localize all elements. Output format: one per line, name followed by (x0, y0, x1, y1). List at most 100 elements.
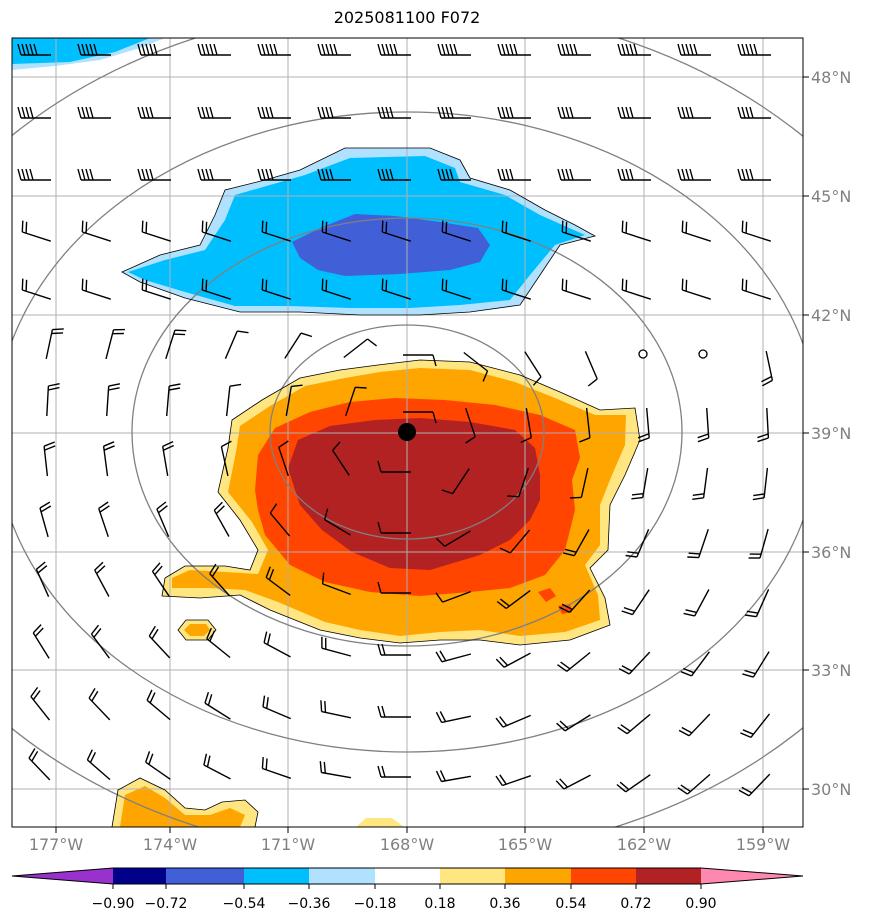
wind-barb-segment (321, 572, 325, 584)
wind-barb (441, 468, 470, 495)
wind-barb-segment (169, 383, 181, 387)
wind-barb-segment (163, 444, 174, 451)
wind-barb-segment (497, 106, 502, 119)
wind-barb-segment (503, 652, 531, 668)
wind-barb-segment (377, 643, 382, 656)
wind-barb-segment (565, 168, 570, 181)
wind-barb (137, 43, 171, 56)
wind-barb-segment (145, 168, 150, 181)
wind-barb-segment (680, 784, 691, 792)
wind-barb-segment (685, 279, 688, 292)
wind-barb-segment (561, 220, 564, 233)
wind-barb-segment (48, 383, 60, 387)
wind-barb-segment (765, 350, 774, 381)
wind-barb (557, 106, 591, 119)
wind-barb (683, 589, 710, 617)
wind-barb-segment (585, 407, 591, 438)
wind-barb-segment (207, 694, 213, 706)
wind-barb (381, 220, 412, 242)
wind-barb-segment (321, 278, 324, 291)
wind-barb-segment (432, 411, 437, 424)
wind-barb (141, 220, 172, 242)
wind-barb-segment (205, 106, 210, 119)
wind-barb (692, 467, 709, 500)
wind-barb (441, 220, 472, 242)
wind-barb-segment (501, 220, 504, 233)
wind-barb-segment (445, 221, 448, 234)
wind-barb (678, 713, 711, 737)
wind-barb-segment (509, 168, 514, 181)
wind-barb (317, 168, 351, 181)
wind-barb (265, 566, 291, 596)
wind-barb-segment (149, 168, 154, 181)
wind-barb-segment (213, 501, 223, 511)
wind-barb-segment (621, 665, 633, 672)
wind-barb (403, 354, 437, 367)
wind-barb-segment (325, 43, 330, 56)
wind-barb-segment (355, 386, 367, 389)
wind-barb-segment (224, 330, 238, 359)
wind-barb-segment (557, 43, 562, 56)
wind-barb-segment (300, 332, 313, 338)
wind-barb-segment (321, 168, 326, 181)
wind-barb-segment (317, 43, 322, 56)
wind-barb-segment (565, 221, 568, 234)
lat-label: 33°N (811, 661, 851, 680)
wind-barb-segment (646, 407, 650, 438)
wind-barb-segment (265, 576, 291, 596)
wind-barb-segment (505, 43, 510, 56)
colorbar-swatch (113, 868, 166, 884)
wind-barb-segment (229, 383, 242, 387)
wind-barb (741, 220, 772, 242)
wind-barb-segment (137, 168, 142, 181)
wind-barb (257, 43, 291, 56)
lon-label: 168°W (380, 835, 435, 854)
wind-barb-segment (204, 702, 231, 720)
wind-barb (32, 624, 50, 659)
wind-barb-segment (499, 716, 508, 726)
wind-barb-segment (201, 43, 206, 56)
wind-barb-segment (151, 628, 159, 640)
wind-barb-segment (265, 43, 270, 56)
wind-barb-segment (209, 630, 216, 642)
wind-barb-segment (737, 43, 742, 56)
wind-barb-segment (697, 433, 709, 439)
wind-barb-segment (154, 565, 163, 576)
wind-barb-segment (149, 692, 156, 704)
wind-barb-segment (509, 43, 514, 56)
wind-barb (220, 440, 232, 477)
wind-barb-segment (441, 653, 472, 663)
wind-barb (687, 528, 709, 559)
wind-barb-segment (636, 529, 650, 558)
wind-barb-segment (209, 168, 214, 181)
wind-barb-segment (269, 503, 278, 514)
wind-barb-segment (381, 643, 386, 656)
wind-barb (555, 774, 591, 790)
wind-barb-segment (89, 751, 97, 763)
wind-barb-segment (621, 278, 624, 291)
wind-barb-segment (688, 552, 701, 555)
blue-core-top (12, 38, 150, 64)
wind-barb-segment (690, 651, 710, 677)
wind-barb (741, 278, 772, 300)
wind-barb-segment (197, 106, 202, 119)
wind-barb (744, 589, 770, 618)
wind-barb-segment (682, 231, 712, 242)
wind-barb-segment (322, 583, 351, 596)
wind-barb-segment (763, 467, 769, 498)
wind-barb (435, 590, 471, 603)
wind-barb-segment (321, 647, 352, 657)
wind-barb-segment (89, 43, 94, 56)
negative-anomaly-area (12, 38, 595, 315)
wind-barb-segment (742, 673, 754, 678)
wind-barb (321, 572, 351, 596)
colorbar: −0.90 −0.72 −0.54 −0.36 −0.18 0.18 0.36 … (11, 867, 804, 912)
wind-barb-segment (317, 168, 322, 181)
wind-barb-segment (745, 43, 750, 56)
wind-barb-segment (435, 651, 443, 663)
wind-barb-segment (580, 467, 589, 498)
wind-barb-segment (85, 221, 88, 234)
calm-marker (698, 349, 708, 359)
wind-barb-segment (737, 168, 742, 181)
wind-barb-segment (463, 351, 488, 372)
